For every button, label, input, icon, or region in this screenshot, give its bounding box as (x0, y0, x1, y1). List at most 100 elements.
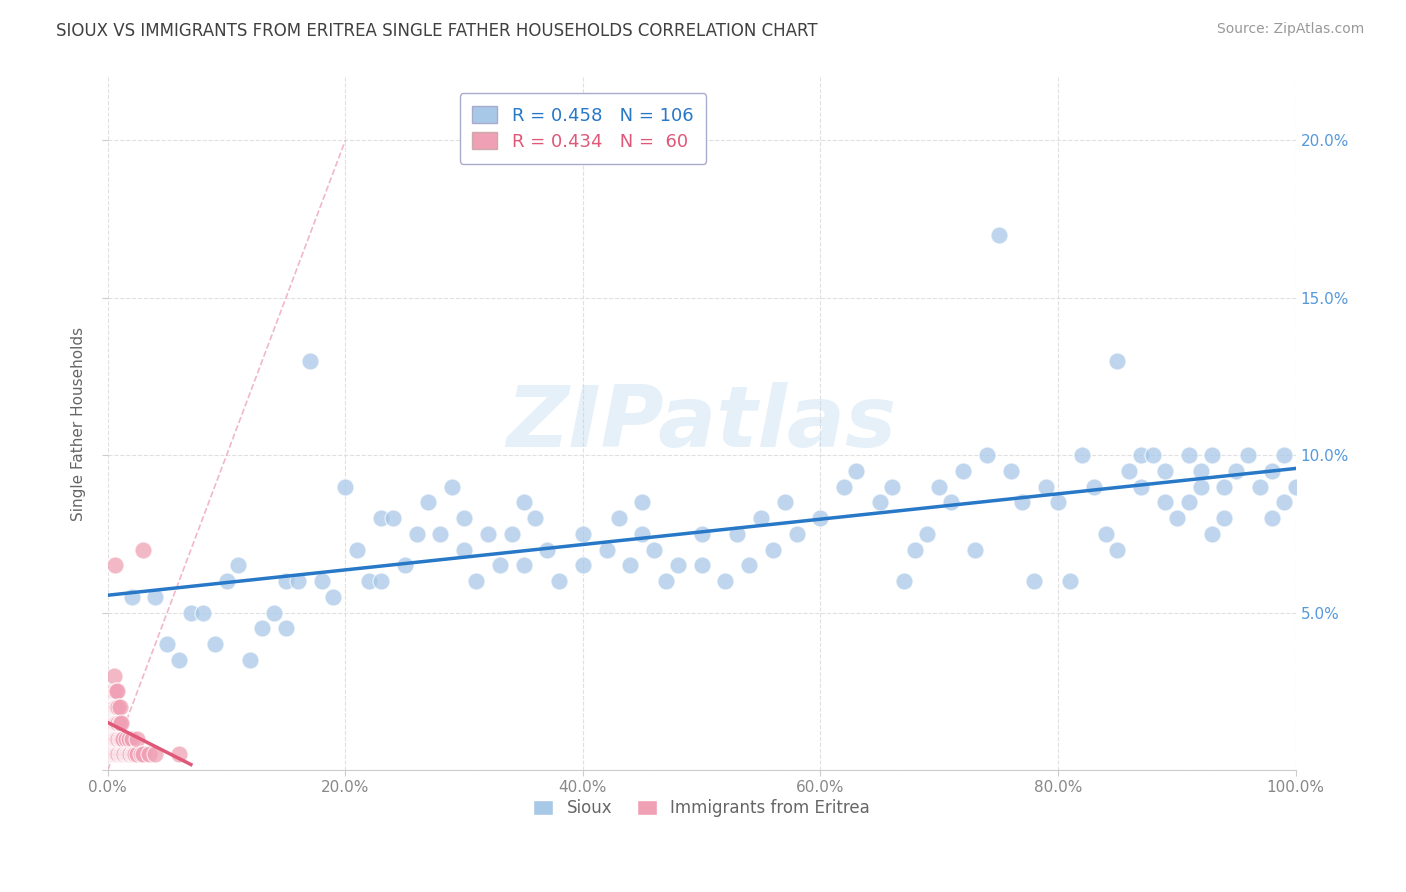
Point (917, 527, 939, 541)
Point (1284, 480, 1306, 494)
Point (124, 747, 146, 762)
Point (103, 731, 125, 746)
Point (1059, 574, 1081, 588)
Point (607, 511, 630, 525)
Point (1118, 464, 1140, 478)
Point (114, 747, 136, 762)
Y-axis label: Single Father Households: Single Father Households (72, 326, 86, 521)
Point (488, 558, 510, 573)
Point (1177, 495, 1199, 509)
Point (1024, 574, 1046, 588)
Point (370, 511, 392, 525)
Point (1201, 448, 1223, 462)
Point (110, 715, 132, 730)
Text: Source: ZipAtlas.com: Source: ZipAtlas.com (1216, 22, 1364, 37)
Point (121, 590, 143, 604)
Point (1130, 480, 1153, 494)
Point (477, 527, 499, 541)
Legend: Sioux, Immigrants from Eritrea: Sioux, Immigrants from Eritrea (526, 793, 877, 824)
Point (191, 606, 214, 620)
Point (105, 731, 128, 746)
Point (107, 731, 129, 746)
Point (1213, 480, 1236, 494)
Point (108, 715, 131, 730)
Point (595, 542, 617, 557)
Point (1083, 480, 1105, 494)
Point (118, 731, 141, 746)
Point (725, 527, 748, 541)
Point (690, 558, 713, 573)
Point (105, 684, 128, 698)
Point (1035, 480, 1057, 494)
Point (441, 480, 464, 494)
Point (370, 574, 392, 588)
Point (112, 747, 135, 762)
Point (845, 464, 868, 478)
Point (501, 527, 523, 541)
Point (108, 731, 131, 746)
Point (167, 653, 190, 667)
Point (127, 731, 149, 746)
Point (121, 747, 143, 762)
Point (453, 511, 475, 525)
Point (738, 558, 761, 573)
Point (786, 527, 808, 541)
Point (524, 511, 547, 525)
Point (1272, 448, 1295, 462)
Point (117, 747, 139, 762)
Point (773, 495, 796, 509)
Point (904, 542, 927, 557)
Point (104, 715, 127, 730)
Point (714, 574, 737, 588)
Point (121, 731, 143, 746)
Point (631, 527, 654, 541)
Point (112, 731, 135, 746)
Point (512, 495, 534, 509)
Point (832, 480, 855, 494)
Point (359, 574, 381, 588)
Point (132, 542, 155, 557)
Point (239, 653, 262, 667)
Point (655, 574, 678, 588)
Point (105, 700, 128, 714)
Point (963, 542, 986, 557)
Point (105, 731, 128, 746)
Point (394, 558, 416, 573)
Point (132, 747, 155, 762)
Point (453, 542, 475, 557)
Point (1177, 448, 1199, 462)
Point (107, 700, 129, 714)
Point (1094, 527, 1116, 541)
Point (111, 747, 134, 762)
Point (143, 590, 166, 604)
Point (1000, 464, 1022, 478)
Point (1201, 527, 1223, 541)
Point (1107, 353, 1129, 368)
Point (1166, 511, 1188, 525)
Point (643, 542, 665, 557)
Point (105, 715, 128, 730)
Point (1189, 464, 1212, 478)
Point (869, 495, 891, 509)
Point (1261, 511, 1284, 525)
Point (298, 353, 321, 368)
Point (1237, 448, 1260, 462)
Point (122, 747, 145, 762)
Point (952, 464, 974, 478)
Point (167, 747, 190, 762)
Point (100, 747, 122, 762)
Point (1154, 495, 1177, 509)
Point (112, 747, 135, 762)
Point (749, 511, 772, 525)
Point (143, 747, 166, 762)
Point (418, 495, 440, 509)
Point (105, 747, 128, 762)
Point (110, 731, 132, 746)
Point (1130, 448, 1153, 462)
Point (108, 747, 131, 762)
Point (103, 747, 125, 762)
Point (1011, 495, 1033, 509)
Point (104, 731, 127, 746)
Point (1154, 464, 1177, 478)
Point (987, 227, 1010, 242)
